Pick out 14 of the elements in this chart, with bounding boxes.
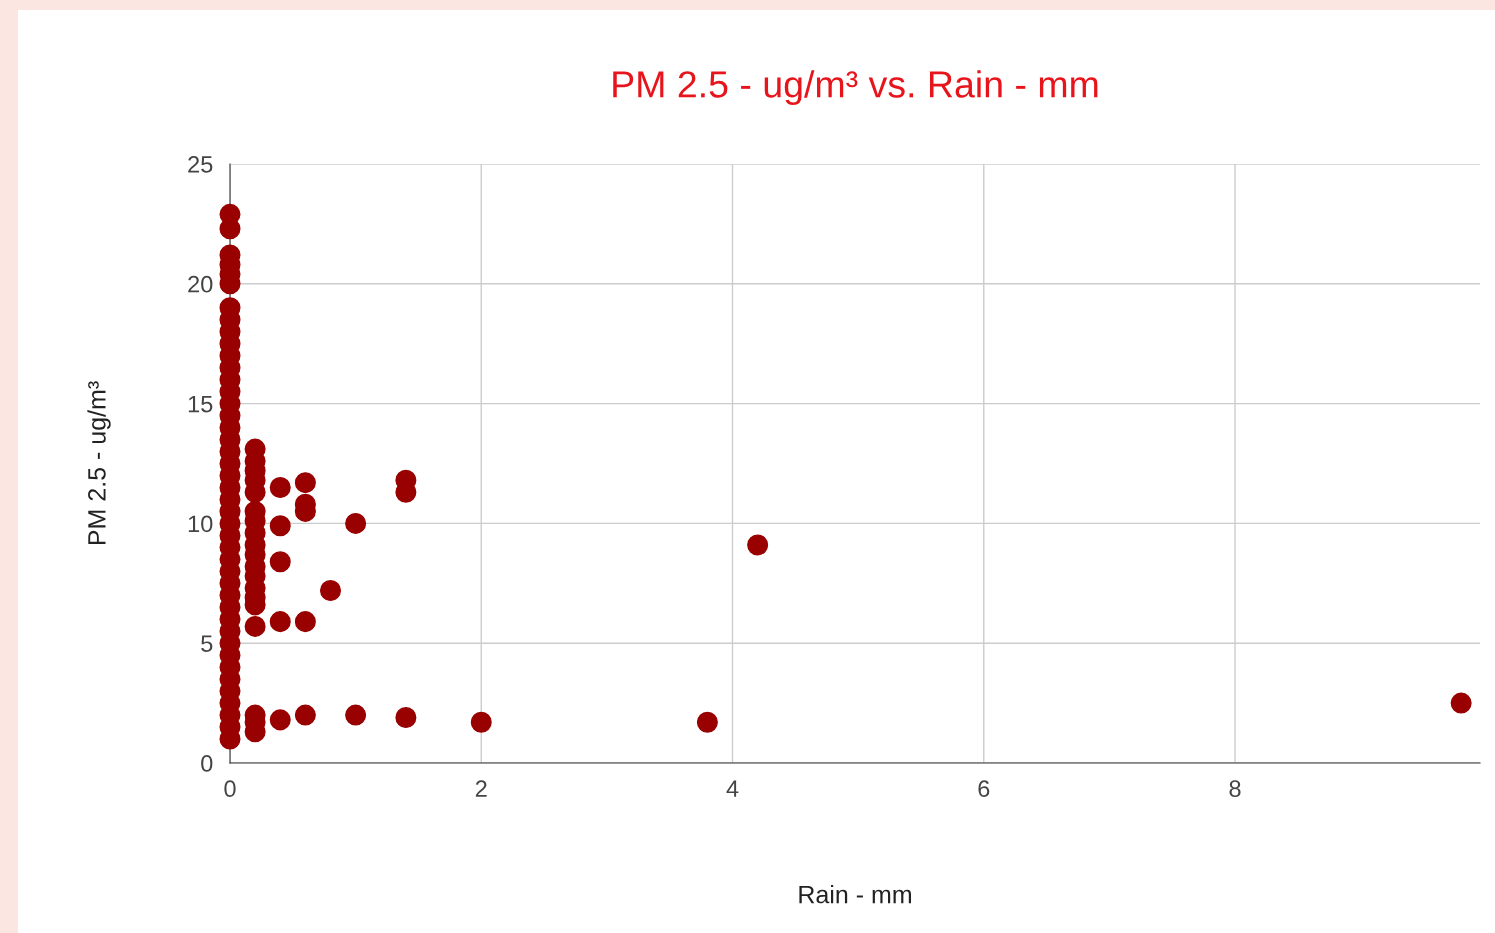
x-axis-title: Rain - mm <box>799 885 911 904</box>
x-tick-label: 0 <box>224 780 236 798</box>
y-axis-title: PM 2.5 - ug/m³ <box>87 381 111 545</box>
y-tick-label: 25 <box>188 156 213 173</box>
y-tick-label: 15 <box>188 395 213 413</box>
y-tick-label: 5 <box>201 635 213 652</box>
x-tick-label: 2 <box>475 780 487 797</box>
x-tick-label: 4 <box>726 780 739 797</box>
x-tick-label: 8 <box>1229 780 1241 798</box>
y-tick-label: 10 <box>188 515 213 533</box>
y-tick-label: 20 <box>188 275 213 293</box>
x-tick-label: 6 <box>978 780 990 798</box>
y-tick-label: 0 <box>201 755 213 772</box>
chart-title: PM 2.5 - ug/m³ vs. Rain - mm <box>613 70 1098 106</box>
